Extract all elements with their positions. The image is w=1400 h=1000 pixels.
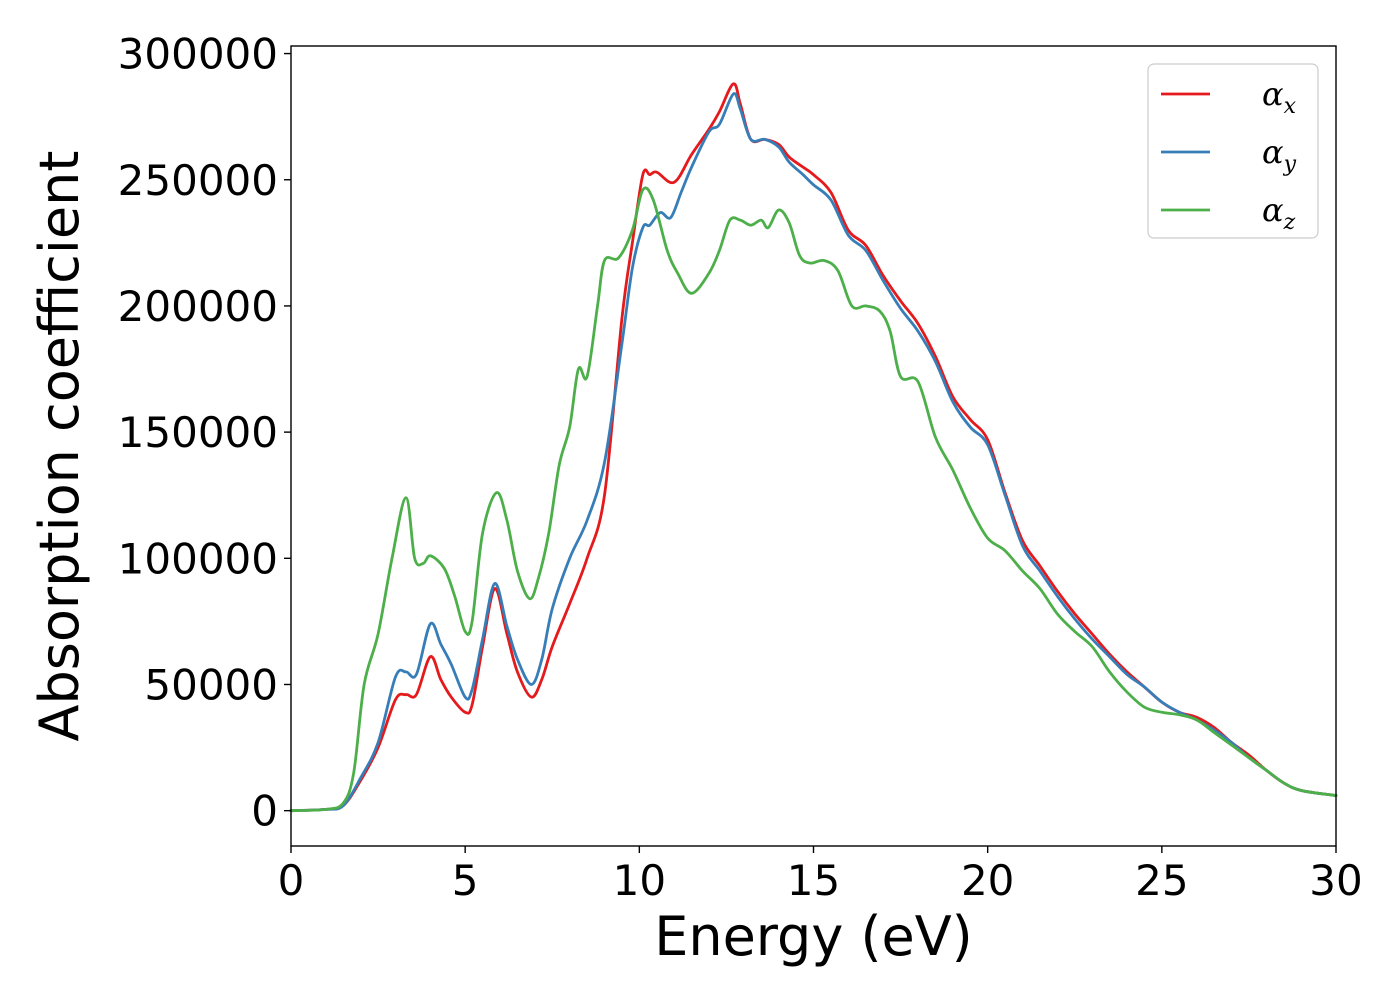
legend-entry-alpha-y: αy [1262,133,1297,177]
series-line-alpha-y [289,92,1338,813]
y-tick-label: 200000 [118,282,278,331]
series-layer [289,82,1338,813]
legend-entry-alpha-x: αx [1262,75,1297,119]
y-axis-label: Absorption coefficient [28,151,91,742]
x-tick-label: 15 [787,856,840,905]
x-tick-label: 5 [452,856,479,905]
x-tick-label: 10 [613,856,666,905]
y-tick-label: 300000 [118,30,278,79]
legend-entry-alpha-z: αz [1262,191,1296,235]
y-tick-label: 250000 [118,156,278,205]
x-tick-label: 0 [278,856,305,905]
x-tick-label: 20 [961,856,1014,905]
y-axis-ticks: 0 50000 100000 150000 200000 250000 300000 [118,30,291,836]
x-tick-label: 25 [1135,856,1188,905]
series-line-alpha-z [289,186,1338,813]
y-tick-label: 100000 [118,534,278,583]
y-tick-label: 0 [251,787,278,836]
x-axis-label: Energy (eV) [654,905,973,968]
legend: αx αy αz [1147,63,1319,239]
y-tick-label: 150000 [118,408,278,457]
legend-box [1147,63,1319,239]
y-tick-label: 50000 [144,660,278,709]
x-tick-label: 30 [1309,856,1362,905]
x-axis-ticks: 0 5 10 15 20 25 30 [278,846,1363,905]
